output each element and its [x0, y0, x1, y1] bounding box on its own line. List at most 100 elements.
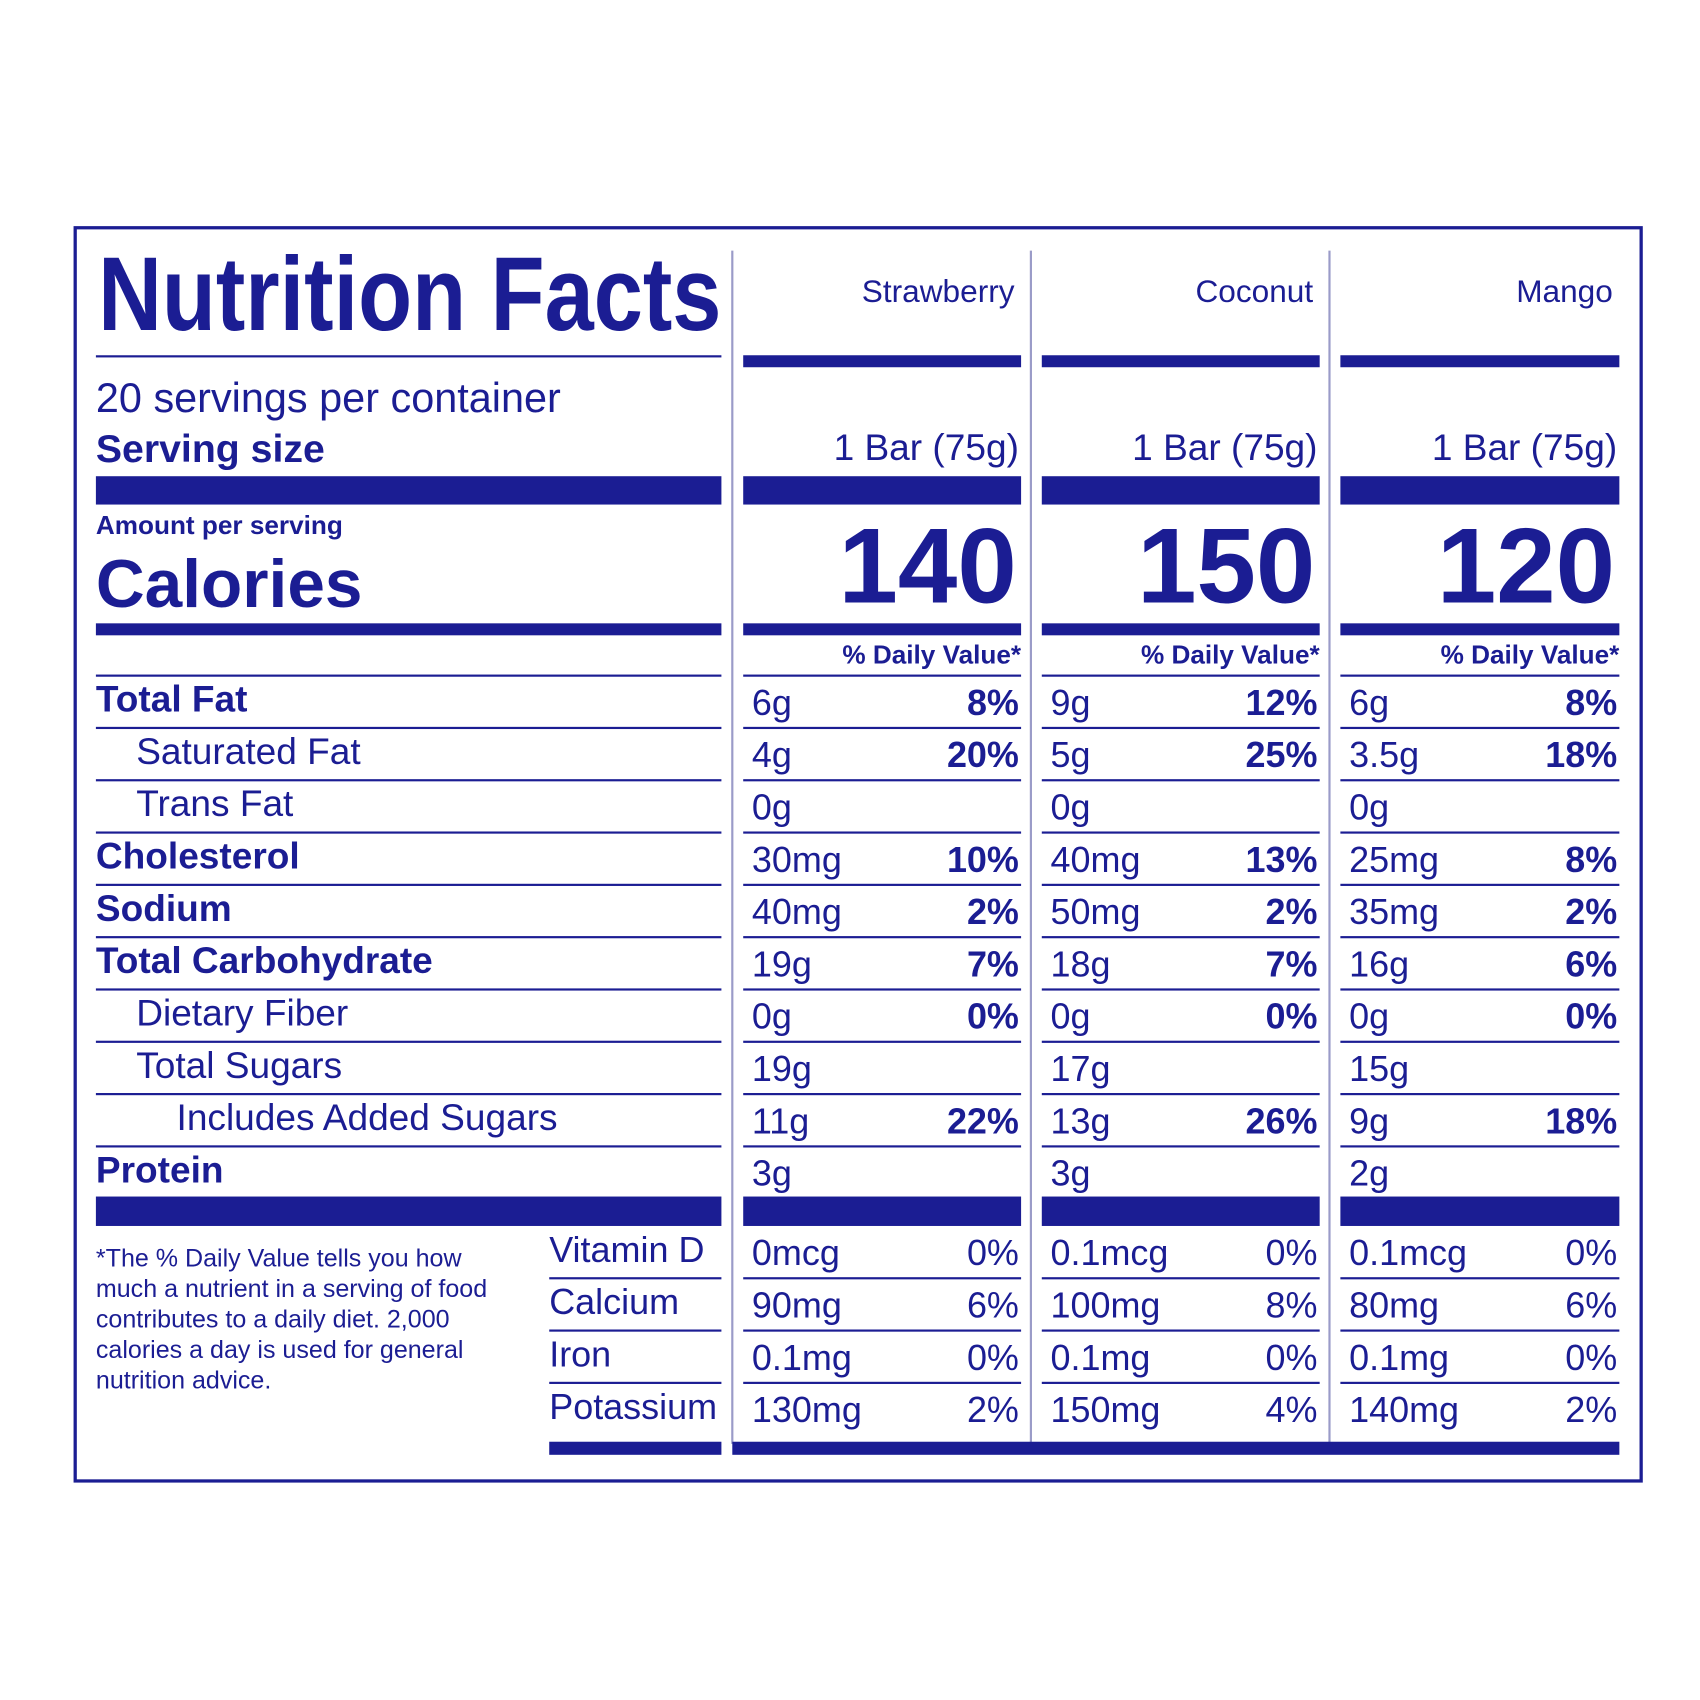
- vitamin-daily-value: 0%: [1565, 1337, 1617, 1378]
- footnote: calories a day is used for general: [96, 1336, 464, 1364]
- thin-rule: [549, 1277, 722, 1280]
- thin-rule: [1340, 831, 1620, 834]
- thin-rule: [743, 1277, 1022, 1280]
- thin-rule: [95, 1093, 722, 1096]
- nutrient-daily-value: 0%: [1266, 996, 1318, 1037]
- vitamin-amount: 0.1mcg: [1349, 1232, 1467, 1273]
- nutrient-daily-value: 13%: [1246, 839, 1318, 880]
- nutrient-daily-value: 7%: [1266, 943, 1318, 984]
- label-border: [73, 226, 1643, 1483]
- thin-rule: [1340, 936, 1620, 939]
- vitamin-daily-value: 0%: [1565, 1232, 1617, 1273]
- vitamin-amount: 140mg: [1349, 1389, 1459, 1430]
- calories: 140: [839, 506, 1017, 626]
- thin-rule: [1340, 779, 1620, 782]
- product-name: Mango: [1516, 273, 1613, 309]
- nutrient-daily-value: 20%: [947, 734, 1019, 775]
- vitamin-daily-value: 0%: [967, 1232, 1019, 1273]
- vitamin-daily-value: 6%: [1565, 1285, 1617, 1326]
- vitamin-daily-value: 0%: [1266, 1337, 1318, 1378]
- calories-label: Calories: [96, 547, 363, 622]
- thin-rule: [1041, 936, 1320, 939]
- nutrient-daily-value: 0%: [967, 996, 1019, 1037]
- nutrient-amount: 40mg: [1051, 839, 1141, 880]
- thin-rule: [743, 1145, 1022, 1148]
- vitamin-amount: 0.1mg: [752, 1337, 852, 1378]
- nutrient-label: Total Sugars: [136, 1044, 342, 1086]
- thin-rule: [743, 936, 1022, 939]
- thin-rule: [95, 988, 722, 991]
- thick-rule: [95, 476, 722, 505]
- medium-rule: [1340, 355, 1620, 368]
- nutrient-amount: 3g: [752, 1153, 792, 1194]
- medium-rule: [95, 623, 722, 636]
- nutrient-daily-value: 8%: [967, 682, 1019, 723]
- thin-rule: [1041, 1277, 1320, 1280]
- medium-rule: [1340, 623, 1620, 636]
- nutrient-amount: 3g: [1051, 1153, 1091, 1194]
- nutrient-daily-value: 2%: [1565, 891, 1617, 932]
- nutrient-label: Saturated Fat: [136, 730, 361, 772]
- nutrient-amount: 0g: [1349, 786, 1389, 827]
- thin-rule: [743, 779, 1022, 782]
- nutrient-amount: 15g: [1349, 1048, 1409, 1089]
- nutrient-amount: 13g: [1051, 1100, 1111, 1141]
- thin-rule: [743, 1381, 1022, 1384]
- thin-rule: [95, 831, 722, 834]
- vitamin-daily-value: 6%: [967, 1285, 1019, 1326]
- nutrient-label: Total Fat: [96, 678, 248, 720]
- thin-rule: [1340, 988, 1620, 991]
- nutrient-daily-value: 2%: [967, 891, 1019, 932]
- thin-rule: [743, 1093, 1022, 1096]
- daily-value-header: % Daily Value*: [842, 640, 1022, 670]
- footnote: much a nutrient in a serving of food: [96, 1275, 487, 1303]
- vitamin-amount: 130mg: [752, 1389, 862, 1430]
- thin-rule: [95, 936, 722, 939]
- thin-rule: [1340, 883, 1620, 886]
- thin-rule: [1340, 1145, 1620, 1148]
- nutrient-amount: 3.5g: [1349, 734, 1419, 775]
- title: Nutrition Facts: [98, 236, 721, 353]
- vitamin-daily-value: 0%: [1266, 1232, 1318, 1273]
- thin-rule: [743, 831, 1022, 834]
- vitamin-amount: 0.1mcg: [1051, 1232, 1169, 1273]
- thin-rule: [1340, 1040, 1620, 1043]
- thin-rule: [549, 1381, 722, 1384]
- nutrient-amount: 11g: [752, 1100, 809, 1141]
- thin-rule: [1041, 779, 1320, 782]
- nutrient-daily-value: 2%: [1266, 891, 1318, 932]
- nutrient-daily-value: 6%: [1565, 943, 1617, 984]
- nutrient-amount: 17g: [1051, 1048, 1111, 1089]
- nutrient-daily-value: 7%: [967, 943, 1019, 984]
- thin-rule: [1041, 1040, 1320, 1043]
- thin-rule: [743, 883, 1022, 886]
- thin-rule: [1340, 1381, 1620, 1384]
- serving-size: 1 Bar (75g): [1132, 426, 1317, 468]
- nutrient-amount: 6g: [1349, 682, 1389, 723]
- nutrient-amount: 9g: [1051, 682, 1091, 723]
- nutrient-amount: 25mg: [1349, 839, 1439, 880]
- nutrient-daily-value: 18%: [1545, 1100, 1617, 1141]
- medium-rule: [1041, 355, 1320, 368]
- nutrient-amount: 18g: [1051, 943, 1111, 984]
- nutrient-amount: 9g: [1349, 1100, 1389, 1141]
- thin-rule: [743, 988, 1022, 991]
- nutrient-amount: 0g: [1349, 996, 1389, 1037]
- thick-rule: [1041, 476, 1320, 505]
- vitamin-amount: 0mcg: [752, 1232, 840, 1273]
- nutrient-amount: 5g: [1051, 734, 1091, 775]
- thin-rule: [1340, 1277, 1620, 1280]
- vitamin-daily-value: 2%: [967, 1389, 1019, 1430]
- nutrient-label: Dietary Fiber: [136, 991, 348, 1033]
- nutrient-amount: 35mg: [1349, 891, 1439, 932]
- medium-rule: [549, 1441, 722, 1455]
- daily-value-header: % Daily Value*: [1441, 640, 1621, 670]
- nutrient-amount: 2g: [1349, 1153, 1389, 1194]
- nutrient-daily-value: 0%: [1565, 996, 1617, 1037]
- thick-rule: [1340, 476, 1620, 505]
- nutrient-label: Sodium: [96, 887, 232, 929]
- vitamin-daily-value: 0%: [967, 1337, 1019, 1378]
- nutrient-label: Cholesterol: [96, 835, 300, 877]
- vitamin-label: Calcium: [549, 1281, 679, 1322]
- thick-rule: [1041, 1196, 1320, 1226]
